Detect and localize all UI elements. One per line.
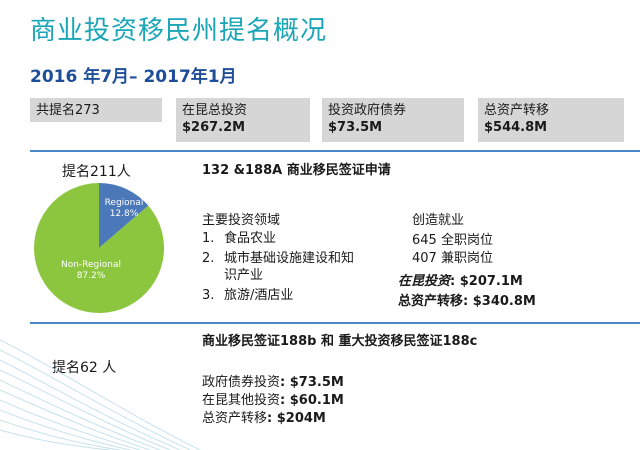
section2-heading: 商业移民签证188b 和 重大投资移民签证188c (202, 334, 478, 349)
other-investment-label: 在昆其他投资 (202, 393, 281, 408)
section2-nominations: 提名62 人 (52, 360, 117, 376)
jobs-title: 创造就业 (412, 213, 465, 228)
other-investment-value: : $60.1M (280, 393, 344, 408)
pie-label-non-regional-pct: 87.2% (76, 271, 106, 281)
asset-transfer-stat: 总资产转移: $340.8M (398, 293, 536, 310)
section2-asset-transfer-value: : $204M (267, 411, 326, 426)
jobs-full-time: 645 全职岗位 (412, 233, 493, 248)
total-nominations-box: 共提名273 (30, 98, 162, 122)
list-item-text: 旅游/酒店业 (224, 288, 294, 303)
list-item-text: 食品农业 (224, 231, 277, 246)
other-investment-stat: 在昆其他投资: $60.1M (202, 392, 344, 409)
asset-transfer-value: : $340.8M (463, 294, 536, 309)
summary-box-value: $544.8M (484, 120, 548, 135)
section1-heading: 132 &188A 商业移民签证申请 (202, 163, 391, 178)
pie-label-non-regional-name: Non-Regional (60, 260, 122, 270)
list-item-number: 1. (202, 231, 215, 246)
section1-nominations: 提名211人 (62, 164, 131, 180)
pie-slice-non-regional (34, 183, 164, 313)
bonds-investment-label: 政府债券投资 (202, 375, 281, 390)
summary-box-bonds: 投资政府债券 $73.5M (322, 98, 464, 142)
bonds-investment-value: : $73.5M (280, 375, 344, 390)
list-item: 1. 食品农业 (202, 230, 354, 247)
qld-investment-stat: 在昆投资: $207.1M (398, 273, 523, 290)
pie-slice-regional (99, 183, 149, 248)
sectors-list: 1. 食品农业 2. 城市基础设施建设和知 识产业 3. 旅游/酒店业 (202, 230, 354, 304)
bonds-investment-stat: 政府债券投资: $73.5M (202, 374, 344, 391)
page-subtitle: 2016 年7月– 2017年1月 (30, 67, 237, 87)
page-title: 商业投资移民州提名概况 (30, 16, 328, 46)
section2-asset-transfer-stat: 总资产转移: $204M (202, 410, 326, 427)
pie-label-regional-pct: 12.8% (109, 209, 139, 219)
divider-middle (30, 322, 640, 324)
qld-investment-label: 在昆投资 (398, 274, 451, 289)
jobs-part-time: 407 兼职岗位 (412, 251, 493, 266)
list-item: 3. 旅游/酒店业 (202, 287, 354, 304)
pie-label-regional-name: Regional (104, 198, 144, 208)
pie-label-regional: Regional 12.8% (100, 198, 148, 220)
decorative-waves (0, 339, 201, 450)
summary-box-label: 总资产转移 (484, 103, 550, 118)
section2-asset-transfer-label: 总资产转移 (202, 411, 268, 426)
nomination-pie-chart (34, 183, 164, 313)
list-item-number: 3. (202, 288, 215, 303)
list-item-text: 城市基础设施建设和知 识产业 (224, 251, 355, 283)
summary-box-value: $267.2M (182, 120, 246, 135)
summary-box-assets: 总资产转移 $544.8M (478, 98, 624, 142)
asset-transfer-label: 总资产转移 (398, 294, 464, 309)
divider-top (30, 150, 640, 152)
summary-box-value: $73.5M (328, 120, 383, 135)
summary-box-label: 投资政府债券 (328, 103, 407, 118)
qld-investment-value: : $207.1M (450, 274, 523, 289)
summary-box-label: 在昆总投资 (182, 103, 248, 118)
list-item-number: 2. (202, 251, 215, 266)
sectors-title: 主要投资领域 (202, 213, 281, 228)
pie-label-non-regional: Non-Regional 87.2% (56, 260, 126, 282)
total-nominations-label: 共提名273 (36, 103, 100, 118)
list-item: 2. 城市基础设施建设和知 识产业 (202, 250, 354, 284)
summary-box-investment: 在昆总投资 $267.2M (176, 98, 310, 142)
